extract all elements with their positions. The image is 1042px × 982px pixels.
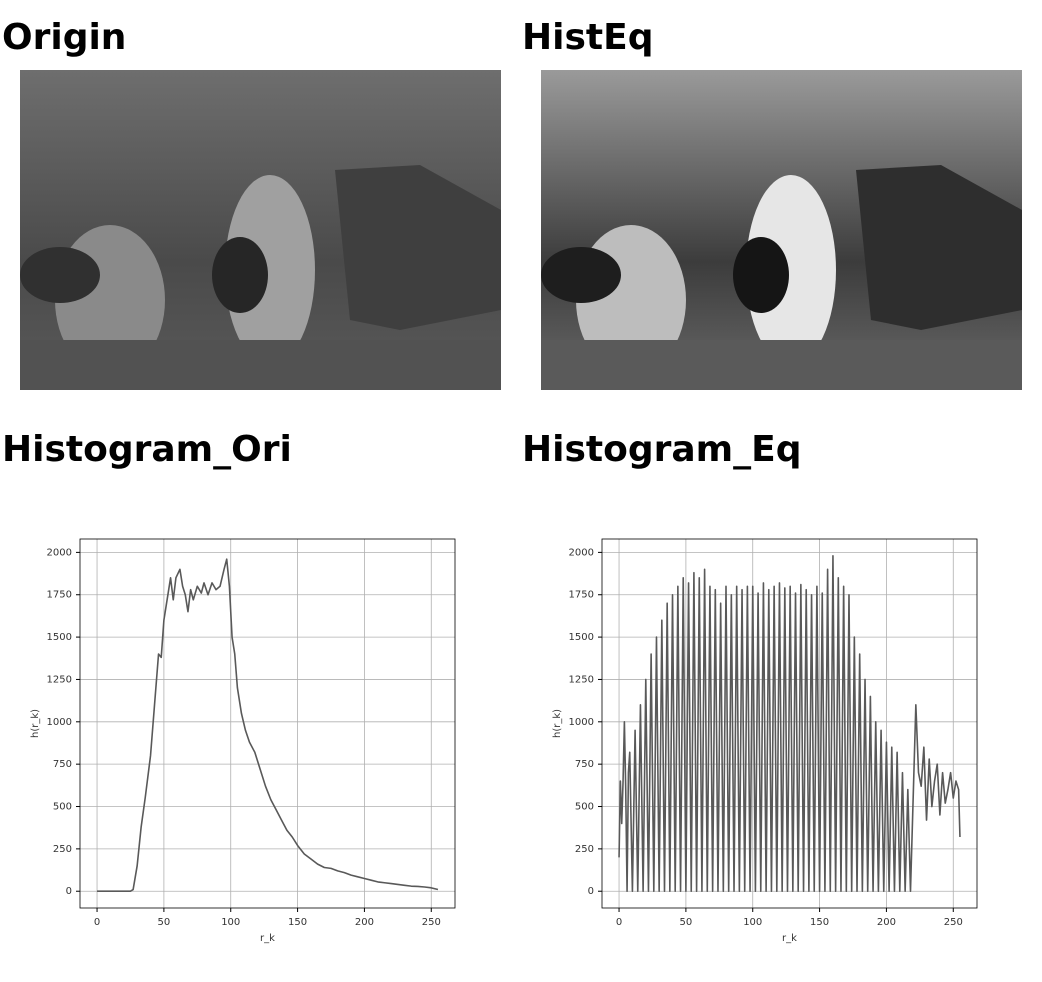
x-tick-label: 50 — [158, 917, 171, 928]
x-axis-label: r_k — [260, 933, 275, 944]
y-tick-label: 1750 — [569, 590, 594, 601]
x-tick-label: 150 — [288, 917, 307, 928]
y-tick-label: 1500 — [47, 632, 72, 643]
y-tick-label: 750 — [53, 759, 72, 770]
y-tick-label: 250 — [575, 844, 594, 855]
y-tick-label: 0 — [588, 886, 594, 897]
y-tick-label: 1250 — [569, 674, 594, 685]
x-axis-label: r_k — [782, 933, 797, 944]
plot-frame — [601, 538, 978, 909]
x-tick-label: 250 — [944, 917, 963, 928]
chart-title: Histogram_Ori — [2, 429, 292, 470]
x-tick-label: 100 — [221, 917, 240, 928]
y-tick-label: 2000 — [47, 547, 72, 558]
chart: 0 250 500 750 1000 1250 1500 1750 2000 0 50 100 150 2… — [30, 538, 456, 944]
data-line — [97, 558, 439, 893]
y-tick-label: 1750 — [47, 590, 72, 601]
x-tick-label: 250 — [422, 917, 441, 928]
photo-histeq — [541, 70, 1022, 390]
image-title: HistEq — [522, 17, 654, 58]
x-tick-label: 100 — [743, 917, 762, 928]
x-tick-label: 0 — [616, 917, 622, 928]
y-tick-label: 250 — [53, 844, 72, 855]
y-axis-label: h(r_k) — [30, 709, 41, 738]
x-tick-label: 0 — [94, 917, 100, 928]
x-tick-label: 200 — [355, 917, 374, 928]
photo-origin — [20, 70, 501, 390]
y-tick-label: 750 — [575, 759, 594, 770]
plot-frame — [79, 538, 456, 909]
x-tick-label: 50 — [680, 917, 693, 928]
y-tick-label: 1500 — [569, 632, 594, 643]
y-tick-label: 2000 — [569, 547, 594, 558]
chart: 0 250 500 750 1000 1250 1500 1750 2000 0 50 100 150 2… — [552, 538, 978, 944]
y-tick-label: 500 — [53, 802, 72, 813]
y-tick-label: 1000 — [47, 717, 72, 728]
y-tick-label: 500 — [575, 802, 594, 813]
chart-title: Histogram_Eq — [522, 429, 802, 470]
x-tick-label: 150 — [810, 917, 829, 928]
y-tick-label: 1000 — [569, 717, 594, 728]
data-line — [618, 554, 961, 893]
y-tick-label: 1250 — [47, 674, 72, 685]
x-tick-label: 200 — [877, 917, 896, 928]
y-axis-label: h(r_k) — [552, 709, 563, 738]
image-title: Origin — [2, 17, 127, 58]
y-tick-label: 0 — [66, 886, 72, 897]
